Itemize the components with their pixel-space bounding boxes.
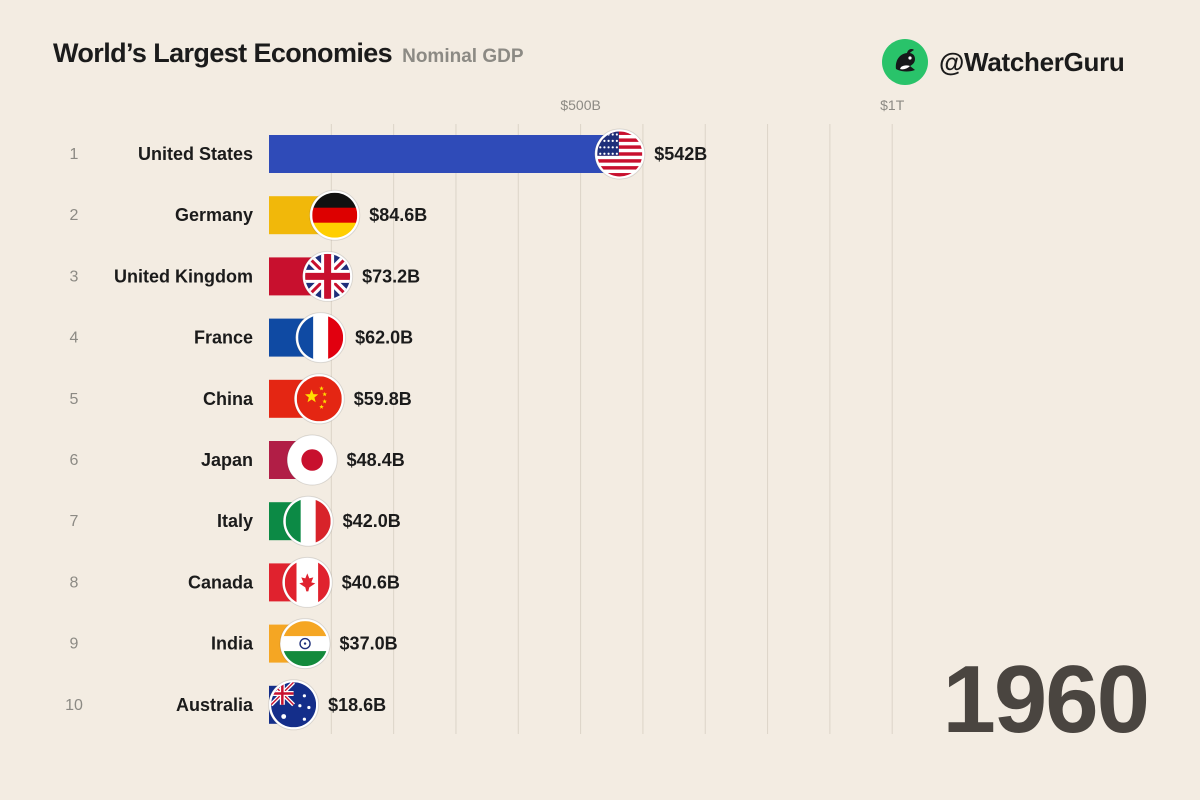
rank-label: 6 — [70, 452, 79, 469]
value-label: $59.8B — [354, 389, 412, 409]
category-label: Italy — [217, 511, 253, 531]
category-label: United Kingdom — [114, 266, 253, 286]
category-label: France — [194, 328, 253, 348]
brand-handle: @WatcherGuru — [939, 46, 1125, 77]
value-label: $48.4B — [347, 450, 405, 470]
bar — [269, 135, 620, 173]
year-label: 1960 — [942, 646, 1150, 753]
chart-subtitle: Nominal GDP — [402, 46, 524, 67]
india-flag-icon — [279, 618, 331, 670]
china-flag-icon — [293, 373, 345, 425]
value-label: $18.6B — [328, 695, 386, 715]
category-label: India — [211, 634, 254, 654]
category-label: Canada — [188, 572, 254, 592]
rank-label: 5 — [70, 391, 79, 408]
australia-flag-icon — [268, 679, 320, 731]
bar-row: 5 China $59.8B — [70, 373, 412, 425]
rank-label: 8 — [70, 574, 79, 591]
category-label: United States — [138, 144, 253, 164]
bar-row: 8 Canada $40.6B — [70, 556, 400, 608]
value-label: $62.0B — [355, 328, 413, 348]
rank-label: 2 — [70, 207, 79, 224]
bar-row: 7 Italy $42.0B — [70, 495, 401, 547]
uk-flag-icon — [302, 250, 354, 302]
watcherguru-orca-logo-icon — [882, 39, 928, 85]
france-flag-icon — [295, 312, 347, 364]
value-label: $42.0B — [343, 511, 401, 531]
value-label: $73.2B — [362, 266, 420, 286]
brand: @WatcherGuru — [882, 39, 1125, 85]
value-label: $542B — [654, 144, 707, 164]
chart-header: World’s Largest Economies Nominal GDP — [53, 38, 524, 74]
rank-label: 9 — [70, 636, 79, 653]
value-label: $37.0B — [340, 634, 398, 654]
usa-flag-icon — [594, 128, 646, 180]
bar-row: 6 Japan $48.4B — [70, 434, 405, 486]
bar-row: 3 United Kingdom $73.2B — [70, 250, 420, 302]
rank-label: 7 — [70, 513, 79, 530]
rank-label: 10 — [65, 697, 83, 714]
rank-label: 4 — [70, 330, 79, 347]
canada-flag-icon — [281, 556, 333, 608]
italy-flag-icon — [282, 495, 334, 547]
rank-label: 1 — [70, 146, 79, 163]
x-tick-label: $1T — [880, 97, 905, 113]
bar-row: 9 India $37.0B — [70, 618, 398, 670]
category-label: Germany — [175, 205, 253, 225]
chart-title: World’s Largest Economies — [53, 38, 393, 68]
value-label: $40.6B — [342, 572, 400, 592]
category-label: Japan — [201, 450, 253, 470]
bar-row: 1 United States $542B — [70, 128, 707, 180]
bar-row: 4 France $62.0B — [70, 312, 413, 364]
bar-row: 10 Australia $18.6B — [65, 679, 386, 731]
bar-row: 2 Germany $84.6B — [70, 189, 427, 241]
germany-flag-icon — [309, 189, 361, 241]
value-label: $84.6B — [369, 205, 427, 225]
japan-flag-icon — [286, 434, 338, 486]
category-label: Australia — [176, 695, 254, 715]
rank-label: 3 — [70, 268, 79, 285]
x-tick-label: $500B — [560, 97, 600, 113]
category-label: China — [203, 389, 254, 409]
